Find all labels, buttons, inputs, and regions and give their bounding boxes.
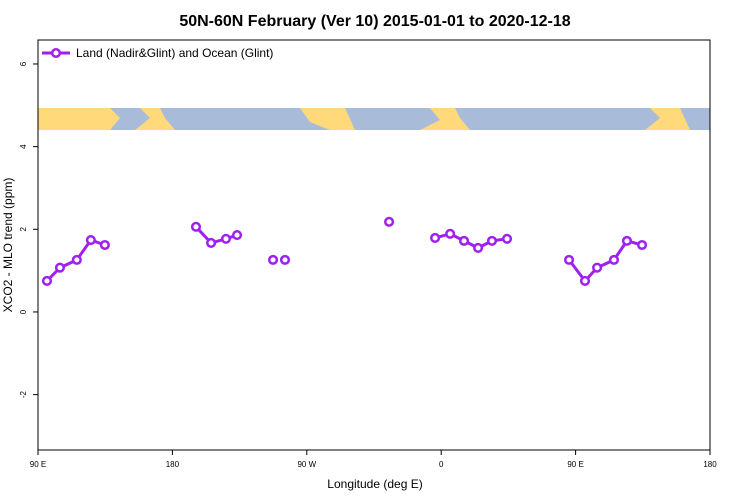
map-strip — [38, 108, 710, 130]
x-tick-label: 90 E — [567, 460, 583, 469]
y-tick-label: 2 — [19, 227, 28, 232]
y-tick-label: 4 — [19, 144, 28, 149]
x-tick-label: 90 W — [297, 460, 316, 469]
y-tick-label: 0 — [19, 309, 28, 314]
plot-frame — [37, 39, 711, 451]
point — [190, 221, 202, 232]
point — [579, 275, 591, 287]
y-tick-label: 6 — [19, 61, 28, 66]
point — [637, 239, 648, 251]
x-tick-label: 90 E — [30, 460, 46, 469]
legend-marker — [50, 47, 62, 59]
x-tick-label: 0 — [439, 460, 444, 469]
point — [268, 254, 279, 265]
point — [608, 254, 620, 265]
point — [502, 233, 513, 244]
point — [473, 242, 484, 253]
point — [206, 237, 217, 248]
point — [592, 262, 603, 273]
point — [71, 254, 82, 265]
x-axis-label: Longitude (deg E) — [327, 477, 422, 491]
point — [54, 262, 66, 273]
point — [99, 239, 110, 251]
point — [445, 228, 456, 239]
point — [458, 235, 470, 246]
x-tick-label: 180 — [703, 460, 717, 469]
point — [279, 254, 291, 265]
point — [85, 234, 96, 246]
point — [563, 254, 575, 265]
point — [384, 216, 395, 227]
series-line — [45, 225, 643, 284]
point — [621, 235, 633, 246]
x-tick-label: 180 — [166, 460, 180, 469]
chart-title: 50N-60N February (Ver 10) 2015-01-01 to … — [179, 13, 570, 30]
point — [232, 230, 243, 241]
y-tick-label: -2 — [19, 391, 28, 399]
legend-label: Land (Nadir&Glint) and Ocean (Glint) — [76, 46, 273, 60]
point — [486, 235, 498, 246]
y-axis-label: XCO2 - MLO trend (ppm) — [1, 178, 15, 313]
point — [220, 233, 232, 244]
point — [430, 232, 441, 244]
point — [41, 275, 53, 287]
